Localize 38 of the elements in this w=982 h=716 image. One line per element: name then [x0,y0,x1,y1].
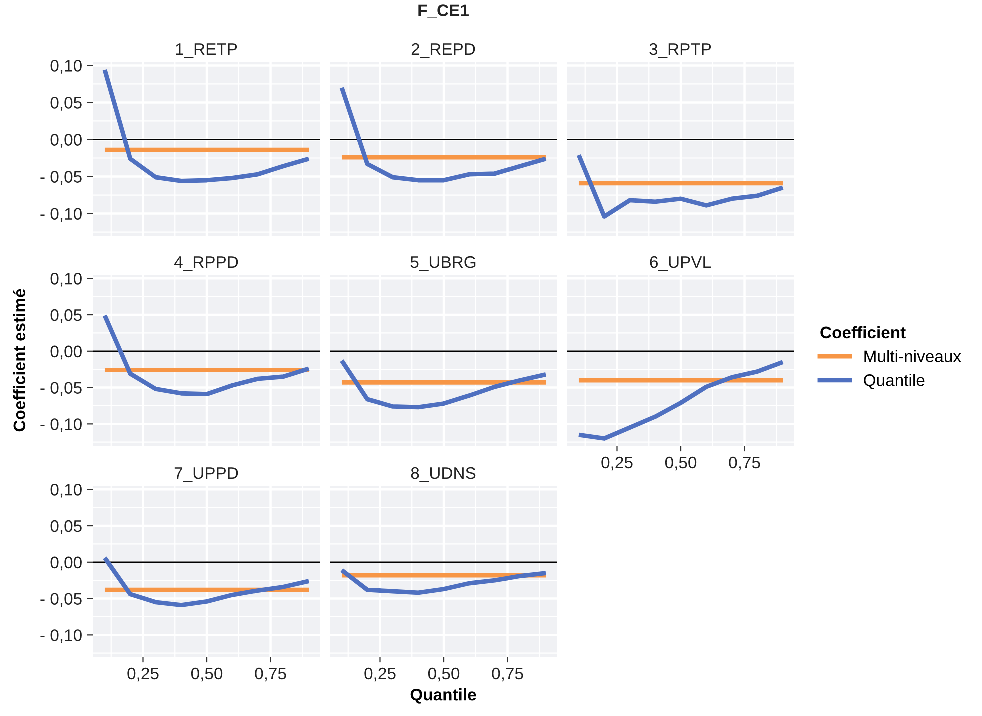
y-tick-label: - 0,05 [40,382,82,396]
y-tick-label: - 0,10 [40,418,82,432]
y-tick-label: 0,05 [50,97,82,111]
y-tick-label: 0,00 [50,134,82,148]
y-tick-label: 0,00 [50,556,82,571]
x-axis-title: Quantile [410,688,476,704]
chart-title: 5_UBRG [410,256,476,272]
x-tick-label: 0,75 [729,456,760,471]
x-tick-label: 0,75 [255,668,286,682]
y-tick-label: 0,10 [50,60,82,74]
text: F_CE1 [418,4,469,18]
y-tick-label: 0,10 [50,273,82,287]
chart-title: 1_RETP [176,44,238,58]
x-tick-label: 0,25 [128,668,159,682]
y-tick-label: - 0,10 [40,208,82,222]
y-tick-label: - 0,05 [40,593,82,607]
y-tick-label: - 0,10 [40,630,82,644]
y-axis-title: Coefficient estimé [13,289,26,432]
legend-label: Quantile [864,374,925,390]
y-tick-label: 0,05 [50,520,82,534]
x-tick-label: 0,75 [492,668,524,682]
y-tick-label: - 0,05 [40,171,82,185]
x-tick-label: 0,25 [364,668,396,682]
x-tick-label: 0,50 [191,668,223,682]
chart-title: 4_RPPD [174,256,238,272]
chart-title: 6_UPVL [650,256,711,272]
y-tick-label: 0,05 [50,309,82,324]
legend-title: Coefficient [820,326,906,339]
chart-title: 8_UDNS [411,467,476,482]
x-tick-label: 0,50 [665,456,697,471]
y-tick-label: 0,10 [50,484,82,498]
x-tick-label: 0,50 [428,668,460,682]
x-tick-label: 0,25 [602,456,633,471]
chart-title: 2_REPD [412,43,476,58]
chart-title: 7_UPPD [174,468,238,482]
y-tick-label: 0,00 [50,346,82,360]
legend-label: Multi-niveaux [864,350,962,362]
chart-title: 3_RPTP [650,43,712,58]
